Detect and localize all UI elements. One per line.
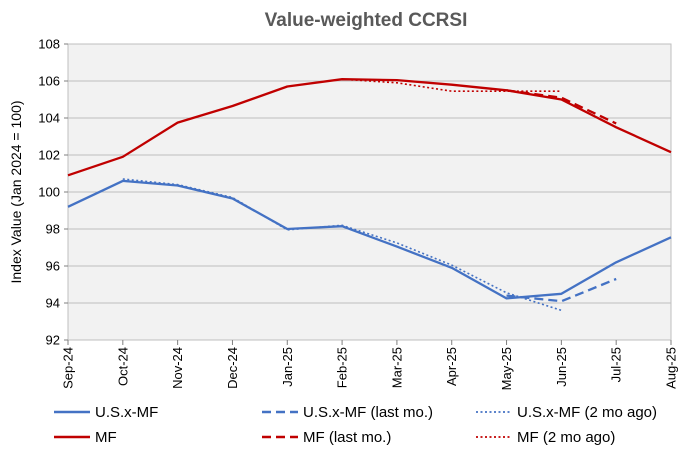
series-line-4 (506, 89, 617, 125)
x-tick-label: Aug-25 (664, 347, 679, 389)
y-tick-label: 94 (46, 296, 60, 311)
y-tick-label: 92 (46, 333, 60, 348)
x-tick-label: Nov-24 (170, 347, 185, 389)
grid (68, 80, 671, 304)
y-tick-label: 102 (38, 148, 60, 163)
legend-label-4: MF (last mo.) (303, 429, 391, 446)
y-axis-label: Index Value (Jan 2024 = 100) (8, 100, 24, 283)
x-tick-label: Dec-24 (225, 347, 240, 389)
y-axis-ticks: 92 94 96 98 100 102 104 106 108 (38, 37, 68, 348)
x-tick-label: Jan-25 (280, 347, 295, 387)
x-tick-label: Oct-24 (115, 347, 130, 386)
y-tick-label: 104 (38, 111, 60, 126)
chart-title: Value-weighted CCRSI (265, 10, 468, 31)
y-tick-label: 108 (38, 37, 60, 52)
x-tick-label: Sep-24 (61, 347, 76, 389)
legend-label-2: U.S.x-MF (2 mo ago) (517, 404, 657, 421)
series-line-5 (342, 78, 562, 92)
series-line-0 (67, 179, 672, 300)
x-axis-ticks: Sep-24 Oct-24 Nov-24 Dec-24 Jan-25 Feb-25 Mar-… (61, 340, 679, 390)
series-line-2 (122, 178, 562, 312)
x-tick-label: Mar-25 (389, 347, 404, 388)
x-tick-label: Apr-25 (444, 347, 459, 386)
x-tick-label: Jun-25 (554, 347, 569, 387)
series-line-3 (67, 78, 672, 177)
y-tick-label: 98 (46, 222, 60, 237)
y-tick-label: 106 (38, 74, 60, 89)
y-tick-label: 100 (38, 185, 60, 200)
x-tick-label: May-25 (499, 347, 514, 390)
series-line-1 (506, 277, 617, 303)
x-tick-label: Feb-25 (335, 347, 350, 388)
x-tick-label: Jul-25 (609, 347, 624, 382)
y-tick-label: 96 (46, 259, 60, 274)
legend: U.S.x-MF U.S.x-MF (last mo.) U.S.x-MF (2 m… (54, 404, 657, 446)
legend-label-3: MF (95, 429, 117, 446)
legend-label-0: U.S.x-MF (95, 404, 158, 421)
legend-label-5: MF (2 mo ago) (517, 429, 615, 446)
legend-label-1: U.S.x-MF (last mo.) (303, 404, 433, 421)
series-lines (67, 78, 672, 312)
